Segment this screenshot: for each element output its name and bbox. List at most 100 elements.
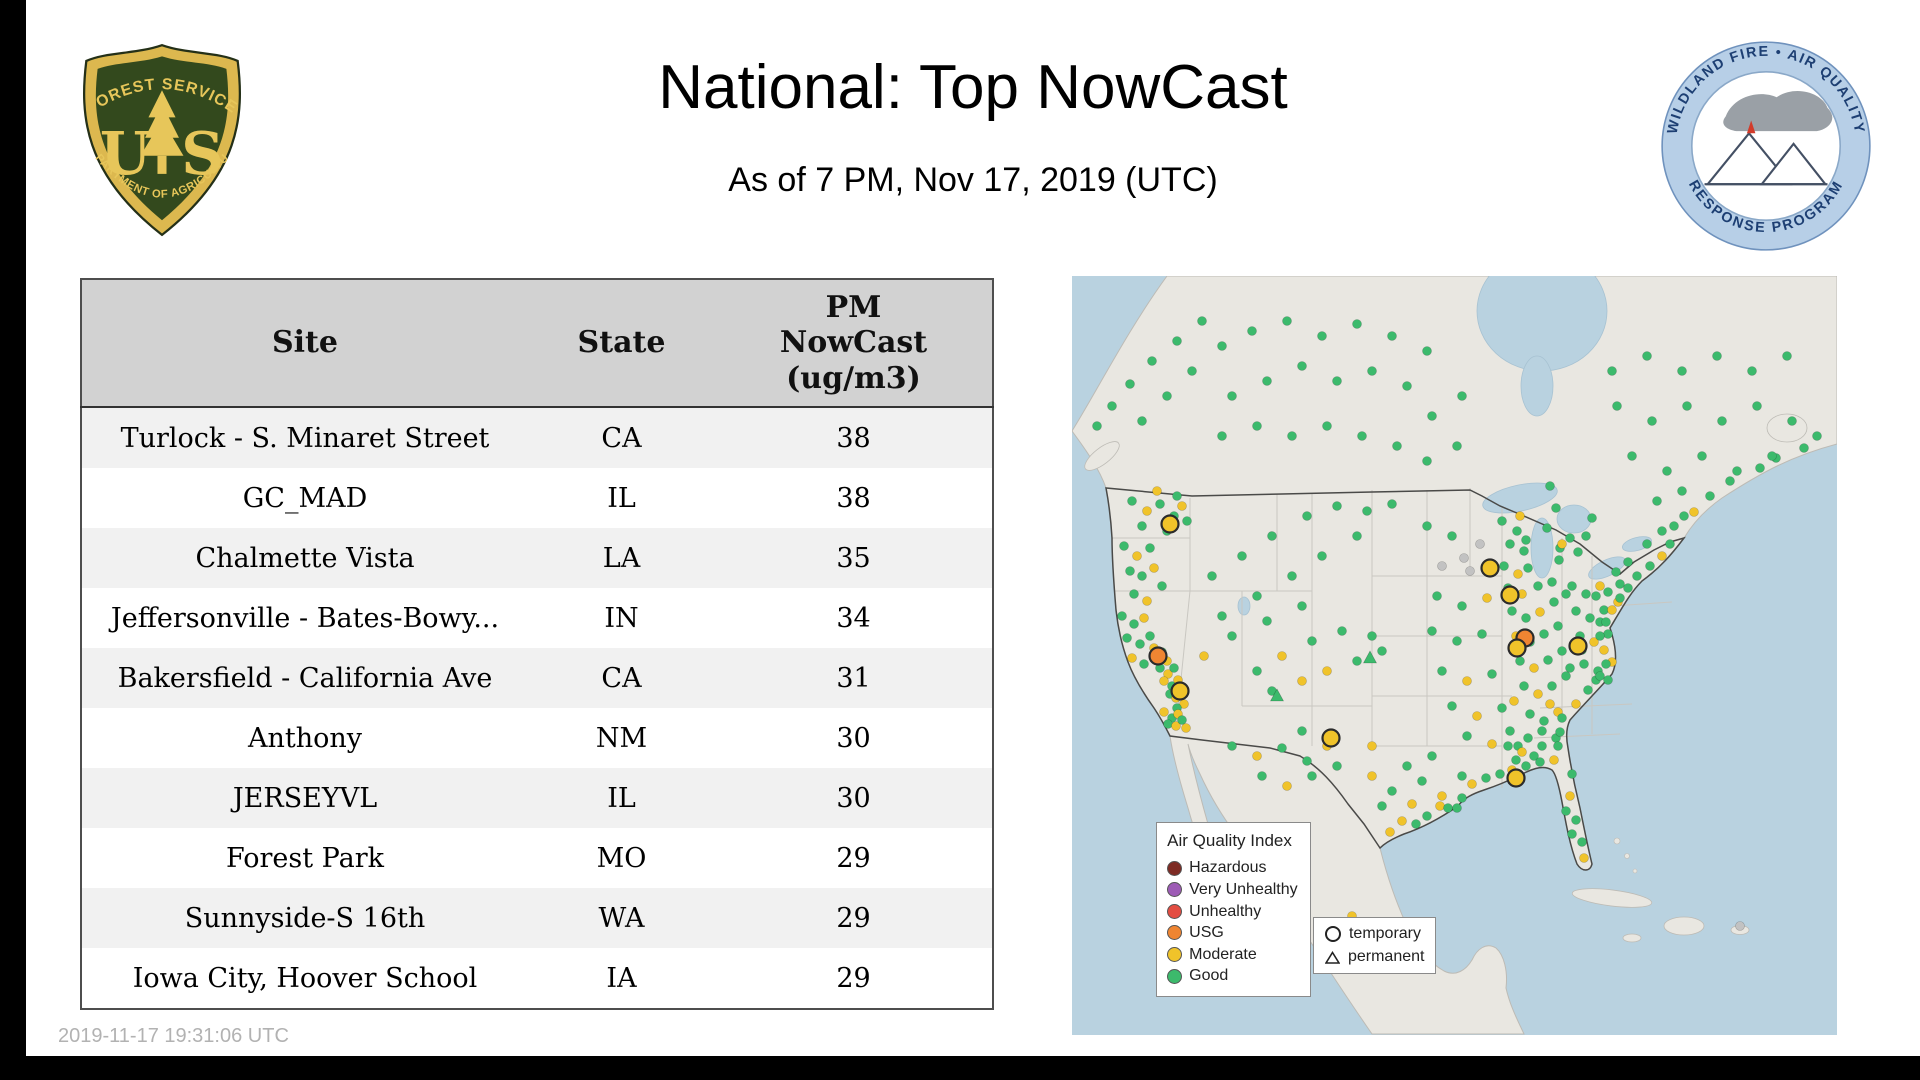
monitor-dot — [1159, 707, 1169, 717]
monitor-dot — [1561, 671, 1571, 681]
monitor-dot — [1252, 751, 1262, 761]
flame-icon — [1746, 120, 1756, 134]
monitor-dot — [1247, 326, 1257, 336]
monitor-dot — [1599, 645, 1609, 655]
top-nowcast-table: Site State PM NowCast (ug/m3) Turlock - S.… — [80, 278, 994, 1010]
monitor-dot — [1571, 815, 1581, 825]
state-cell: MO — [596, 842, 647, 874]
monitor-dot — [1262, 616, 1272, 626]
monitor-dot — [1499, 561, 1509, 571]
monitor-dot — [1477, 629, 1487, 639]
monitor-dot — [1652, 496, 1662, 506]
monitor-dot — [1601, 617, 1611, 627]
state-cell: IL — [607, 782, 636, 814]
monitor-dot — [1282, 316, 1292, 326]
monitor-dot — [1677, 366, 1687, 376]
pm-cell: 38 — [836, 482, 871, 514]
monitor-dot — [1142, 596, 1152, 606]
monitor-dot — [1523, 563, 1533, 573]
table-row: Sunnyside-S 16th WA 29 — [81, 888, 993, 948]
lake-ontario — [1622, 536, 1652, 552]
monitor-dot — [1181, 723, 1191, 733]
aqi-legend-item: USG — [1167, 922, 1298, 944]
monitor-dots — [1092, 316, 1822, 949]
monitor-dot — [1505, 726, 1515, 736]
monitor-dot — [1513, 569, 1523, 579]
monitor-dot — [1187, 366, 1197, 376]
monitor-dot — [1297, 361, 1307, 371]
top-site-marker — [1170, 681, 1190, 701]
monitor-dot — [1585, 613, 1595, 623]
top-site-marker — [1480, 558, 1500, 578]
monitor-dot — [1545, 481, 1555, 491]
monitor-dot — [1362, 506, 1372, 516]
monitor-dot — [1297, 601, 1307, 611]
table-row: Forest Park MO 29 — [81, 828, 993, 888]
monitor-dot — [1117, 611, 1127, 621]
aqi-color-swatch — [1167, 968, 1183, 984]
marker-type-legend: temporary permanent — [1312, 917, 1437, 975]
table-row: GC_MAD IL 38 — [81, 468, 993, 528]
monitor-dot — [1587, 513, 1597, 523]
monitor-dot — [1172, 491, 1182, 501]
pm-cell: 34 — [836, 602, 871, 634]
monitor-dot — [1465, 566, 1475, 576]
monitor-dot — [1277, 743, 1287, 753]
monitor-dot — [1767, 451, 1777, 461]
monitor-dot — [1147, 356, 1157, 366]
monitor-dot — [1581, 531, 1591, 541]
monitor-dot — [1567, 829, 1577, 839]
table-header-row: Site State PM NowCast (ug/m3) — [81, 279, 993, 408]
site-cell: Turlock - S. Minaret Street — [120, 422, 490, 454]
monitor-dot — [1475, 539, 1485, 549]
monitor-dot — [1782, 351, 1792, 361]
monitor-dot — [1157, 581, 1167, 591]
state-cell: CA — [601, 422, 642, 454]
state-borders — [1112, 488, 1673, 788]
monitor-dot — [1712, 351, 1722, 361]
monitor-dot — [1565, 791, 1575, 801]
jamaica — [1622, 933, 1642, 943]
site-cell: Anthony — [247, 722, 363, 754]
monitor-dot — [1332, 501, 1342, 511]
aqi-legend-label: Good — [1189, 967, 1229, 985]
column-header-pm: PM NowCast (ug/m3) — [715, 279, 993, 408]
monitor-dot — [1252, 421, 1262, 431]
monitor-dot — [1662, 466, 1672, 476]
monitor-dot — [1645, 561, 1655, 571]
monitor-dot — [1599, 605, 1609, 615]
monitor-dot — [1497, 516, 1507, 526]
state-cell: IA — [606, 962, 637, 994]
aqi-legend-item: Moderate — [1167, 944, 1298, 966]
monitor-dot — [1529, 751, 1539, 761]
monitor-dot — [1697, 451, 1707, 461]
monitor-dot — [1677, 486, 1687, 496]
monitor-dot — [1367, 771, 1377, 781]
monitor-dot — [1337, 626, 1347, 636]
monitor-dot — [1481, 773, 1491, 783]
permanent-monitor-triangles — [1269, 650, 1378, 702]
monitor-dot — [1615, 579, 1625, 589]
top-site-marker — [1507, 638, 1527, 658]
monitor-dot — [1521, 535, 1531, 545]
lake-michigan — [1530, 517, 1554, 579]
column-header-state: State — [528, 279, 715, 408]
lake-huron — [1556, 504, 1592, 534]
monitor-dot — [1752, 401, 1762, 411]
monitor-dot — [1735, 921, 1745, 931]
monitor-dot — [1515, 656, 1525, 666]
monitor-dot — [1519, 546, 1529, 556]
monitor-dot — [1282, 781, 1292, 791]
pm-cell: 29 — [836, 902, 871, 934]
aqi-legend-label: Hazardous — [1189, 859, 1267, 877]
aqi-legend-label: Unhealthy — [1189, 902, 1262, 920]
monitor-dot — [1457, 391, 1467, 401]
aqi-color-swatch — [1167, 925, 1183, 941]
top-site-marker — [1500, 585, 1520, 605]
monitor-dot — [1647, 416, 1657, 426]
monitor-dot — [1367, 366, 1377, 376]
us-outline — [1105, 487, 1686, 871]
aqi-color-swatch — [1167, 882, 1183, 898]
monitor-dot — [1182, 516, 1192, 526]
monitor-dot — [1557, 713, 1567, 723]
